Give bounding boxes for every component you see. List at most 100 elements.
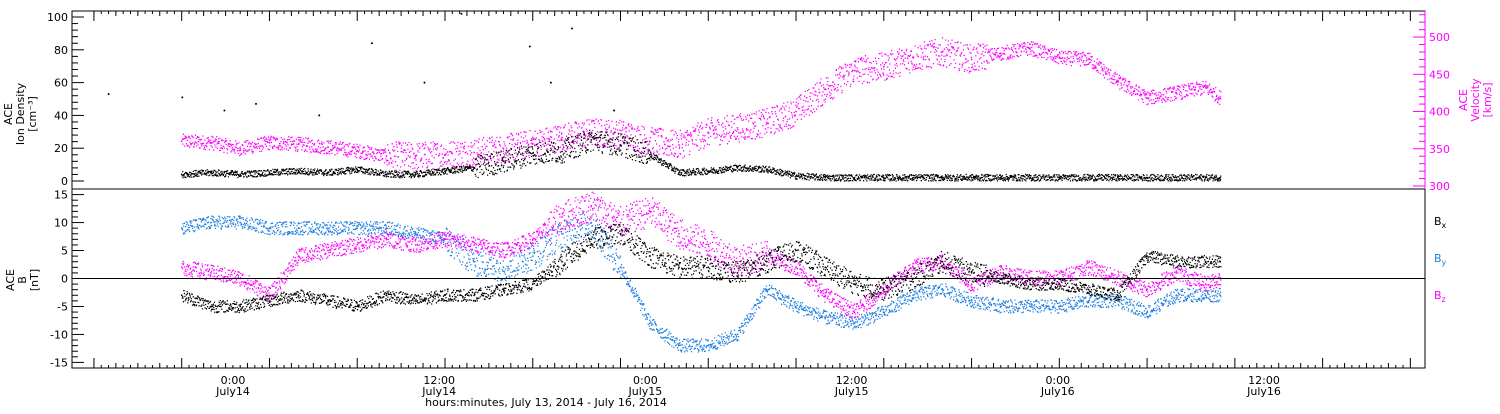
- ion-density-outlier: [223, 109, 226, 112]
- ion-density-outlier: [571, 27, 573, 30]
- ion-density-point: [561, 150, 563, 153]
- velocity-point: [707, 131, 710, 134]
- ion-density-series: [180, 129, 1222, 182]
- velocity-point: [385, 155, 388, 158]
- bx-point: [1204, 260, 1207, 263]
- ion-density-point: [882, 176, 885, 179]
- ion-density-outlier: [107, 93, 110, 96]
- by-point: [707, 344, 710, 347]
- ion-density-point: [707, 170, 710, 173]
- ion-density-point: [1087, 176, 1090, 179]
- velocity-point: [1029, 47, 1031, 50]
- ion-density-point: [736, 167, 739, 169]
- by-point: [385, 227, 388, 230]
- bz-point: [853, 311, 856, 313]
- by-point: [1116, 300, 1119, 302]
- bx-point: [1087, 288, 1090, 291]
- by-point: [736, 333, 739, 336]
- ion-density-outlier: [613, 109, 616, 112]
- bx-point: [1029, 283, 1031, 285]
- bx-point: [297, 294, 300, 297]
- y-label-velocity-line: Velocity: [1469, 78, 1482, 122]
- bx-point: [210, 305, 212, 308]
- ion-density-outlier: [255, 102, 257, 105]
- y-tick-label: 0: [61, 273, 68, 286]
- bz-point: [1204, 283, 1207, 285]
- bz-point: [648, 210, 651, 213]
- ion-density-point: [1058, 176, 1061, 179]
- ion-density-point: [414, 173, 417, 176]
- bx-point: [561, 260, 563, 263]
- by-point: [999, 305, 1002, 308]
- bx-point: [853, 283, 856, 285]
- bz-point: [327, 249, 329, 252]
- bz-point: [444, 238, 446, 241]
- x-tick-date-label: July16: [1040, 385, 1075, 398]
- y-label-b: ACE B [nT]: [4, 269, 41, 291]
- bx-point: [882, 288, 885, 291]
- y-tick-label: 80: [54, 44, 68, 57]
- velocity-point: [268, 141, 271, 144]
- bz-point: [999, 272, 1002, 274]
- ion-density-point: [678, 171, 680, 174]
- bz-point: [678, 232, 680, 235]
- velocity-point: [795, 110, 797, 113]
- x-tick-time-label: 0:00: [221, 374, 246, 387]
- legend-subscript: y: [1442, 258, 1447, 267]
- by-point: [678, 344, 680, 347]
- by-point: [180, 227, 183, 230]
- ion-density-point: [941, 176, 944, 179]
- bz-point: [385, 238, 388, 241]
- bx-trace: [181, 223, 1222, 314]
- ion-density-point: [648, 153, 651, 156]
- velocity-point: [327, 146, 329, 149]
- y-label-b-line: [nT]: [28, 269, 41, 291]
- y-label-b-line: B: [16, 276, 29, 284]
- top-panel-frame: [71, 10, 1426, 190]
- ion-density-point: [502, 160, 505, 163]
- by-point: [590, 221, 593, 224]
- y-label-b-line: ACE: [4, 269, 17, 291]
- by-point: [356, 227, 359, 230]
- bx-point: [239, 305, 242, 308]
- ion-density-outlier: [528, 45, 531, 48]
- by-point: [648, 322, 651, 325]
- ion-density-point: [999, 176, 1002, 179]
- y-right-tick-label: 400: [1429, 106, 1450, 119]
- by-point: [941, 288, 944, 291]
- velocity-point: [619, 133, 622, 135]
- bz-point: [210, 272, 212, 274]
- by-point: [1029, 305, 1031, 308]
- bx-point: [1116, 294, 1119, 297]
- bz-point: [1087, 266, 1090, 269]
- x-tick-time-label: 0:00: [1045, 374, 1070, 387]
- velocity-point: [502, 147, 505, 150]
- ion-density-point: [853, 176, 856, 179]
- bx-point: [619, 232, 622, 235]
- bx-point: [765, 260, 768, 263]
- by-point: [765, 288, 768, 291]
- bx-point: [795, 249, 797, 252]
- by-point: [970, 300, 973, 302]
- by-point: [882, 311, 885, 313]
- legend-subscript: x: [1442, 221, 1447, 230]
- velocity-point: [824, 88, 827, 91]
- ion-density-point: [795, 175, 797, 178]
- by-point: [853, 322, 856, 325]
- bx-point: [414, 300, 417, 302]
- velocity-point: [941, 51, 944, 53]
- velocity-point: [444, 153, 446, 156]
- velocity-series: [180, 37, 1222, 171]
- velocity-point: [297, 143, 300, 146]
- y-tick-label: 100: [47, 11, 68, 24]
- y-tick-label: -10: [50, 328, 68, 341]
- ion-density-point: [356, 168, 359, 171]
- ion-density-point: [619, 144, 622, 146]
- y-right-tick-label: 300: [1429, 180, 1450, 193]
- bx-point: [356, 305, 359, 308]
- velocity-point: [765, 121, 768, 124]
- bx-point: [590, 238, 593, 241]
- by-point: [561, 232, 563, 235]
- y-label-density-line: Ion Density: [14, 82, 27, 145]
